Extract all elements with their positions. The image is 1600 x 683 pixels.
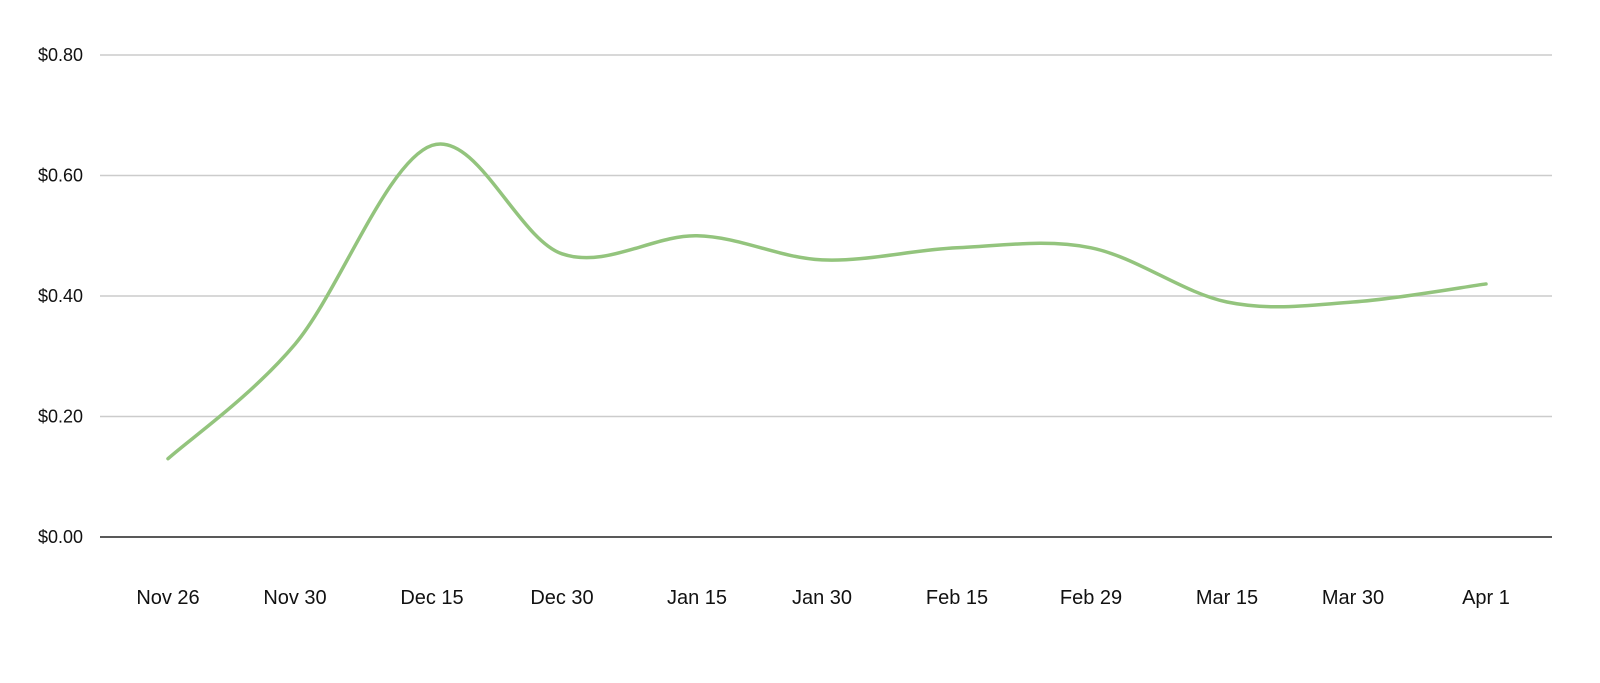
y-tick-label: $0.80 (38, 45, 83, 65)
y-tick-label: $0.60 (38, 166, 83, 186)
x-tick-label: Jan 15 (667, 587, 727, 609)
series-line (166, 142, 1488, 461)
x-tick-label: Jan 30 (792, 587, 852, 609)
x-tick-label: Apr 1 (1462, 587, 1510, 609)
x-tick-label: Feb 29 (1060, 587, 1122, 609)
gridlines (100, 54, 1552, 418)
x-tick-label: Feb 15 (926, 587, 988, 609)
y-tick-label: $0.00 (38, 527, 83, 547)
series-lines (166, 142, 1488, 461)
x-axis-tick-labels: Nov 26 Nov 30 Dec 15 Dec 30 Jan 15 Jan 30 Feb … (136, 587, 1510, 609)
x-tick-label: Mar 15 (1196, 587, 1258, 609)
x-tick-label: Dec 30 (530, 587, 593, 609)
x-tick-label: Nov 30 (263, 587, 326, 609)
y-tick-label: $0.40 (38, 286, 83, 306)
x-tick-label: Dec 15 (400, 587, 463, 609)
y-axis-tick-labels: $0.00 $0.20 $0.40 $0.60 $0.80 (38, 45, 83, 547)
x-tick-label: Mar 30 (1322, 587, 1384, 609)
y-tick-label: $0.20 (38, 407, 83, 427)
x-tick-label: Nov 26 (136, 587, 199, 609)
